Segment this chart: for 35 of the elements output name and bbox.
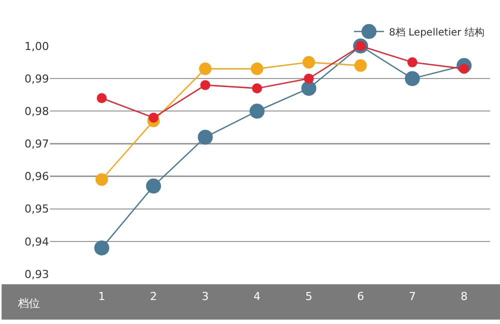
y-tick-label: 0,98 bbox=[24, 104, 49, 118]
point bbox=[404, 71, 420, 86]
y-tick-label: 1,00 bbox=[24, 40, 49, 53]
point bbox=[302, 56, 316, 69]
x-tick-label: 4 bbox=[254, 290, 261, 303]
point bbox=[199, 62, 212, 76]
x-tick-label: 3 bbox=[202, 290, 209, 303]
y-tick-label: 0,97 bbox=[24, 138, 49, 151]
legend-label: 8档 Lepelletier 结构 bbox=[389, 26, 484, 38]
x-tick-label: 5 bbox=[305, 290, 312, 303]
y-tick-label: 0,93 bbox=[24, 268, 49, 281]
point bbox=[407, 57, 418, 68]
point bbox=[354, 59, 367, 72]
x-axis-title: 档位 bbox=[17, 297, 40, 310]
point bbox=[146, 178, 162, 194]
point bbox=[96, 173, 108, 186]
point bbox=[301, 80, 316, 96]
y-tick-label: 0,96 bbox=[24, 170, 49, 184]
point bbox=[250, 104, 265, 119]
y-tick-label: 0,99 bbox=[24, 72, 49, 86]
point bbox=[96, 93, 107, 104]
point bbox=[200, 80, 210, 90]
y-tick-label: 0,94 bbox=[24, 235, 49, 248]
x-tick-label: 8 bbox=[460, 290, 468, 303]
point bbox=[148, 112, 159, 123]
x-tick-label: 7 bbox=[408, 290, 416, 303]
x-tick-label: 1 bbox=[98, 290, 106, 303]
y-tick-label: 0,95 bbox=[24, 202, 49, 216]
x-tick-label: 6 bbox=[357, 290, 364, 303]
point bbox=[252, 83, 262, 94]
point bbox=[94, 240, 110, 256]
point bbox=[304, 74, 314, 84]
point bbox=[198, 130, 213, 145]
x-tick-label: 2 bbox=[150, 290, 158, 303]
point bbox=[250, 62, 264, 76]
